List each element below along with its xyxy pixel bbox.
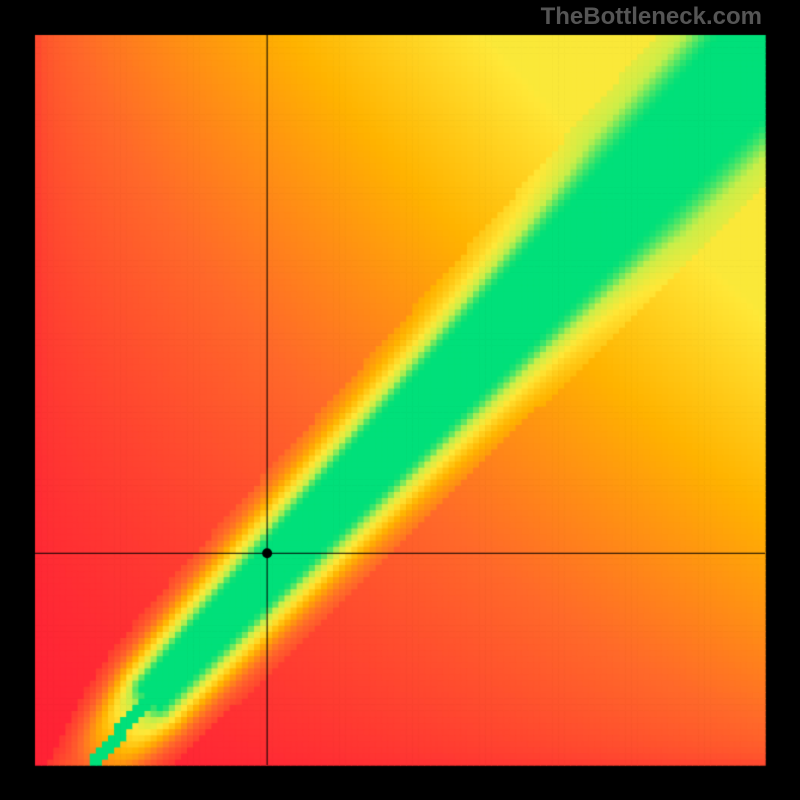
bottleneck-heatmap [0, 0, 800, 800]
chart-container: TheBottleneck.com [0, 0, 800, 800]
watermark-text: TheBottleneck.com [541, 3, 762, 31]
